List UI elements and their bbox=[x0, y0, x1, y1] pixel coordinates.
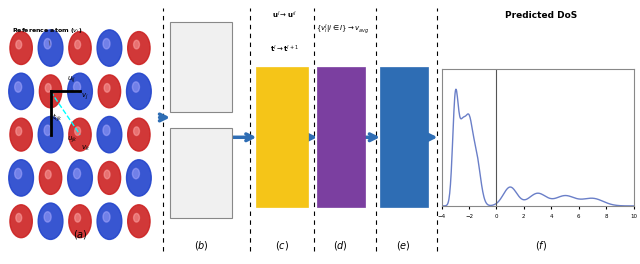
Text: $\mathbf{u}^l \rightarrow \mathbf{u}^{\prime l}$: $\mathbf{u}^l \rightarrow \mathbf{u}^{\p… bbox=[273, 10, 297, 21]
Text: $(a)$: $(a)$ bbox=[73, 228, 87, 241]
Circle shape bbox=[40, 75, 61, 108]
Circle shape bbox=[97, 116, 122, 153]
Circle shape bbox=[69, 118, 91, 151]
FancyBboxPatch shape bbox=[170, 128, 232, 218]
Circle shape bbox=[16, 213, 22, 222]
Circle shape bbox=[128, 118, 150, 151]
Circle shape bbox=[103, 125, 110, 135]
Text: $t_{ijk}$: $t_{ijk}$ bbox=[52, 111, 63, 124]
Text: $(b)$: $(b)$ bbox=[193, 239, 209, 252]
Text: Crystal: Crystal bbox=[187, 147, 214, 156]
Circle shape bbox=[15, 82, 22, 92]
Circle shape bbox=[9, 160, 33, 196]
Text: Predicted DoS: Predicted DoS bbox=[505, 11, 577, 21]
Circle shape bbox=[104, 83, 110, 92]
Circle shape bbox=[97, 30, 122, 66]
Text: Fully-connected layers: Fully-connected layers bbox=[399, 88, 408, 186]
Circle shape bbox=[45, 170, 51, 179]
Circle shape bbox=[103, 212, 110, 222]
Text: $v_j$: $v_j$ bbox=[81, 92, 89, 102]
Text: graph: graph bbox=[189, 174, 212, 183]
Circle shape bbox=[128, 205, 150, 238]
Circle shape bbox=[74, 168, 81, 179]
Text: $\mathbf{t}^l \rightarrow \mathbf{t}^{l+1}$: $\mathbf{t}^l \rightarrow \mathbf{t}^{l+… bbox=[270, 44, 300, 55]
Text: $(e)$: $(e)$ bbox=[396, 239, 411, 252]
Circle shape bbox=[75, 127, 81, 135]
Text: 4x ALIGNN update
steps: 4x ALIGNN update steps bbox=[273, 98, 292, 177]
FancyBboxPatch shape bbox=[317, 67, 365, 207]
Circle shape bbox=[134, 213, 140, 222]
Circle shape bbox=[99, 75, 120, 108]
Text: Line: Line bbox=[193, 41, 209, 50]
Circle shape bbox=[9, 73, 33, 110]
Circle shape bbox=[127, 73, 151, 110]
Circle shape bbox=[132, 168, 140, 179]
Circle shape bbox=[15, 168, 22, 179]
Text: Reference atom ($v_i$): Reference atom ($v_i$) bbox=[12, 26, 83, 45]
Circle shape bbox=[74, 82, 81, 92]
Circle shape bbox=[68, 160, 92, 196]
Circle shape bbox=[68, 73, 92, 110]
Circle shape bbox=[38, 203, 63, 239]
FancyBboxPatch shape bbox=[256, 67, 308, 207]
Circle shape bbox=[103, 39, 110, 49]
Text: $\mathcal{L}(\mathbf{u}, \mathbf{t})$: $\mathcal{L}(\mathbf{u}, \mathbf{t})$ bbox=[188, 94, 213, 106]
Circle shape bbox=[75, 40, 81, 49]
Text: $(d)$: $(d)$ bbox=[333, 239, 348, 252]
Circle shape bbox=[69, 205, 91, 238]
Text: $\mathbf{u}^{\prime l} \rightarrow \mathbf{u}^{l+1}$: $\mathbf{u}^{\prime l} \rightarrow \math… bbox=[268, 113, 301, 124]
Text: graph: graph bbox=[189, 68, 212, 77]
Text: $u_{ij}$: $u_{ij}$ bbox=[67, 74, 76, 85]
Circle shape bbox=[127, 160, 151, 196]
Circle shape bbox=[45, 83, 51, 92]
Circle shape bbox=[104, 170, 110, 179]
FancyBboxPatch shape bbox=[380, 67, 428, 207]
Circle shape bbox=[128, 32, 150, 64]
Circle shape bbox=[10, 205, 32, 238]
Circle shape bbox=[99, 162, 120, 194]
Circle shape bbox=[10, 32, 32, 64]
Text: $v_k$: $v_k$ bbox=[81, 144, 91, 153]
Circle shape bbox=[38, 30, 63, 66]
Circle shape bbox=[16, 40, 22, 49]
Circle shape bbox=[44, 212, 51, 222]
Text: $(c)$: $(c)$ bbox=[275, 239, 289, 252]
Circle shape bbox=[38, 116, 63, 153]
Circle shape bbox=[134, 127, 140, 135]
Circle shape bbox=[75, 213, 81, 222]
Circle shape bbox=[40, 162, 61, 194]
Circle shape bbox=[44, 39, 51, 49]
Circle shape bbox=[10, 118, 32, 151]
Circle shape bbox=[97, 203, 122, 239]
Text: $\{v_i^l | i \in I\} \rightarrow v_{avg}$: $\{v_i^l | i \in I\} \rightarrow v_{avg}… bbox=[316, 23, 369, 36]
Text: $u_{jk}$: $u_{jk}$ bbox=[67, 135, 77, 145]
Circle shape bbox=[69, 32, 91, 64]
Text: $(f)$: $(f)$ bbox=[535, 239, 547, 252]
Text: $G(\mathbf{v}, \mathbf{u})$: $G(\mathbf{v}, \mathbf{u})$ bbox=[187, 200, 214, 211]
Text: $\mathbf{v}^l \rightarrow \mathbf{v}^{l+1}$: $\mathbf{v}^l \rightarrow \mathbf{v}^{l+… bbox=[269, 78, 301, 89]
Circle shape bbox=[16, 127, 22, 135]
Circle shape bbox=[134, 40, 140, 49]
FancyBboxPatch shape bbox=[170, 22, 232, 112]
Circle shape bbox=[132, 82, 140, 92]
Text: Average pooling: Average pooling bbox=[336, 102, 346, 173]
Circle shape bbox=[44, 125, 51, 135]
